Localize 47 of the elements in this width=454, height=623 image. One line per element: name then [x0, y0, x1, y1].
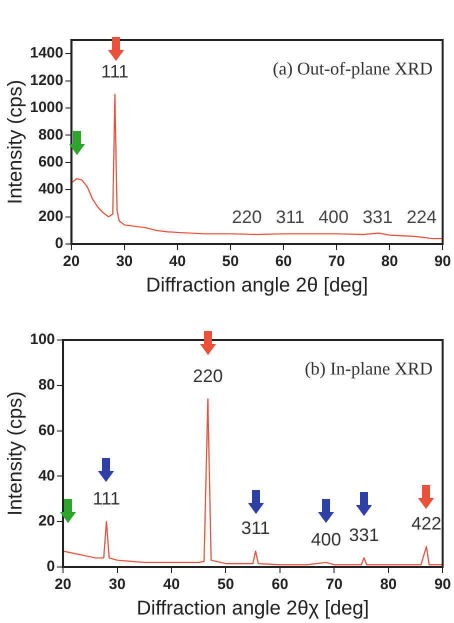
y-tick-label: 1000	[30, 99, 64, 116]
x-tick-label: 80	[381, 253, 398, 270]
annotation: 311	[276, 206, 305, 227]
x-tick-label: 80	[380, 576, 397, 594]
y-tick-label: 100	[30, 331, 56, 348]
y-tick-label: 0	[46, 558, 56, 576]
y-tick-label: 1400	[30, 44, 64, 62]
annotation: 331	[348, 524, 380, 545]
y-tick-label: 0	[55, 235, 64, 252]
y-tick-label: 20	[38, 512, 56, 530]
annotation: 400	[318, 206, 349, 227]
y-tick-label: 400	[38, 180, 64, 198]
annotation: 400	[311, 529, 342, 550]
x-axis-title: Diffraction angle 2θ [deg]	[146, 274, 368, 297]
y-tick-label: 40	[38, 467, 56, 484]
y-tick-label: 1200	[30, 72, 64, 89]
x-tick-label: 40	[163, 576, 180, 594]
annotation: 220	[232, 206, 262, 227]
x-axis-title: Diffraction angle 2θχ [deg]	[136, 598, 370, 620]
x-tick-label: 40	[169, 253, 186, 270]
annotation: 311	[241, 518, 270, 538]
x-tick-label: 90	[434, 576, 451, 594]
annotation: 422	[411, 514, 442, 534]
y-tick-label: 600	[38, 154, 64, 171]
x-tick-label: 70	[328, 253, 345, 270]
annotation: 331	[362, 206, 393, 227]
x-tick-label: 30	[116, 253, 133, 270]
annotation: 224	[406, 206, 437, 227]
x-tick-label: 60	[275, 253, 292, 270]
y-tick-label: 800	[38, 126, 64, 144]
x-tick-label: 90	[434, 253, 451, 270]
annotation: (a) Out-of-plane XRD	[272, 58, 433, 79]
x-tick-label: 50	[217, 576, 234, 594]
y-axis-title: Intensity (cps)	[4, 391, 27, 516]
x-tick-label: 30	[108, 576, 126, 594]
y-tick-label: 200	[38, 208, 64, 225]
x-tick-label: 20	[63, 253, 80, 270]
y-axis-title: Intensity (cps)	[4, 80, 27, 204]
annotation: 111	[92, 488, 120, 509]
y-tick-label: 60	[38, 422, 56, 439]
annotation: (b) In-plane XRD	[304, 358, 433, 379]
x-tick-label: 70	[326, 576, 343, 594]
annotation: 220	[192, 366, 223, 386]
x-tick-label: 60	[272, 576, 288, 594]
y-tick-label: 80	[38, 376, 56, 394]
x-tick-label: 50	[222, 253, 239, 270]
annotation: 111	[101, 61, 129, 82]
